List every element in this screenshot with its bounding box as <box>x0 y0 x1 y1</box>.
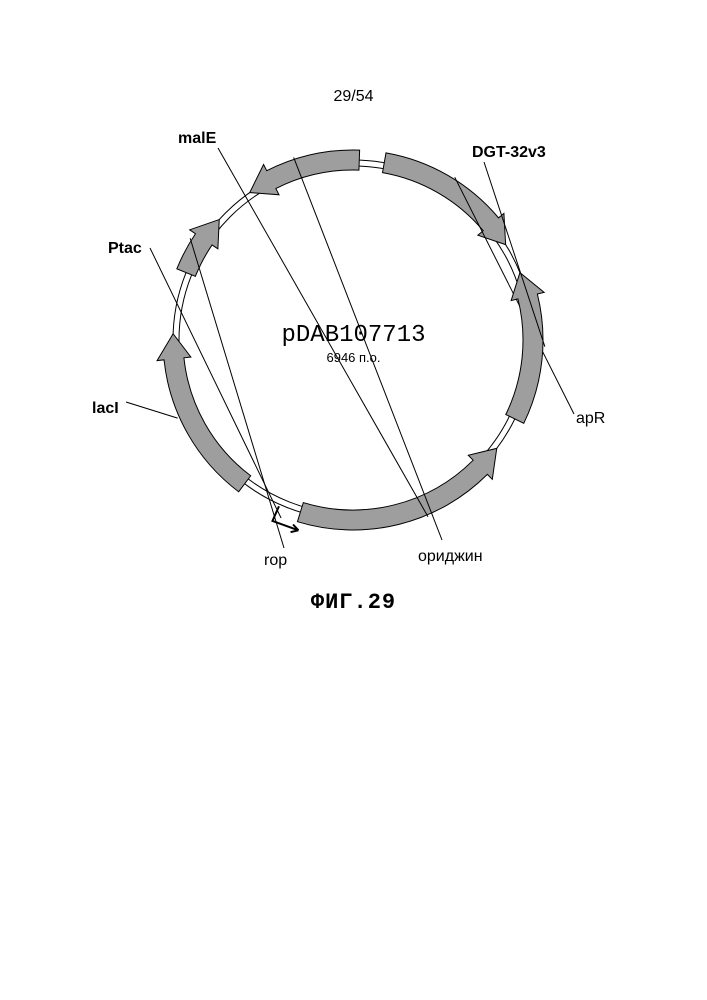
feature-arc-origin <box>250 150 360 195</box>
leader-lacI <box>126 402 178 418</box>
page: 29/54 pDAB107713 6946 п.о. malEPtaclacIr… <box>0 0 707 1000</box>
feature-arc-rop <box>177 220 219 277</box>
feature-arc-malE <box>297 448 496 530</box>
label-lacI: lacI <box>92 400 119 418</box>
label-rop: rop <box>264 552 287 570</box>
plasmid-size: 6946 п.о. <box>0 350 707 365</box>
label-Ptac: Ptac <box>108 240 142 258</box>
plasmid-name: pDAB107713 <box>0 322 707 349</box>
feature-arc-apR <box>383 153 506 245</box>
figure-label: ФИГ.29 <box>0 590 707 615</box>
label-apR: apR <box>576 410 605 428</box>
label-malE: malE <box>178 130 216 148</box>
label-origin: ориджин <box>418 548 483 566</box>
plasmid-map-svg <box>0 0 707 1000</box>
label-DGT: DGT-32v3 <box>472 144 546 162</box>
leader-rop <box>190 238 284 548</box>
